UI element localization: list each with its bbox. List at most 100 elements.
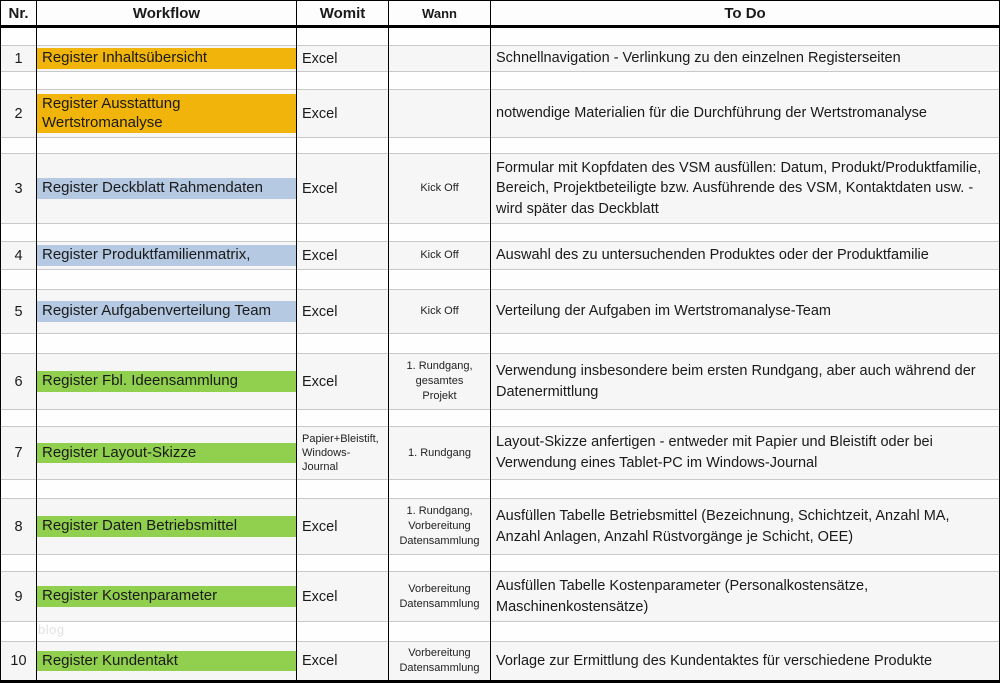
header-wann[interactable]: Wann [388,0,491,28]
spacer-cell [0,621,37,642]
spacer-cell [296,621,389,642]
workflow-highlight: Register Produktfamilienmatrix, [37,245,296,266]
cell-wann[interactable]: 1. Rundgang [388,426,491,480]
cell-womit[interactable]: Excel [296,498,389,555]
watermark: blog [38,622,65,637]
cell-nr[interactable]: 1 [0,45,37,72]
workflow-highlight: Register Inhaltsübersicht [37,48,296,69]
spacer-cell [0,409,37,427]
table-row: 4 Register Produktfamilienmatrix, Excel … [0,241,1000,270]
cell-workflow[interactable]: Register Kundentakt [36,641,297,682]
spacer-cell [296,223,389,242]
spacer-cell [388,223,491,242]
cell-todo[interactable]: Verteilung der Aufgaben im Wertstromanal… [490,289,1000,334]
spacer-cell [388,554,491,572]
cell-workflow[interactable]: Register Daten Betriebsmittel [36,498,297,555]
spacer-cell [36,554,297,572]
spacer-cell [0,26,37,46]
spacer-cell [296,479,389,499]
header-womit[interactable]: Womit [296,0,389,28]
cell-wann[interactable] [388,89,491,138]
spacer-cell [36,223,297,242]
spacer-row [0,621,1000,642]
spacer-cell [490,137,1000,154]
cell-nr[interactable]: 7 [0,426,37,480]
header-row: Nr. Workflow Womit Wann To Do [0,0,1000,28]
cell-wann[interactable]: Kick Off [388,241,491,270]
cell-wann[interactable]: Kick Off [388,153,491,224]
cell-workflow[interactable]: Register Ausstattung Wertstromanalyse [36,89,297,138]
cell-workflow[interactable]: Register Produktfamilienmatrix, [36,241,297,270]
cell-nr[interactable]: 3 [0,153,37,224]
cell-wann[interactable] [388,45,491,72]
workflow-highlight: Register Daten Betriebsmittel [37,516,296,537]
cell-womit[interactable]: Excel [296,353,389,410]
table-row: 10 Register Kundentakt Excel Vorbereitun… [0,641,1000,682]
cell-womit[interactable]: Papier+Bleistift, Windows-Journal [296,426,389,480]
cell-todo[interactable]: Layout-Skizze anfertigen - entweder mit … [490,426,1000,480]
cell-todo[interactable]: notwendige Materialien für die Durchführ… [490,89,1000,138]
cell-nr[interactable]: 10 [0,641,37,682]
cell-womit[interactable]: Excel [296,89,389,138]
cell-todo[interactable]: Auswahl des zu untersuchenden Produktes … [490,241,1000,270]
spacer-cell [490,409,1000,427]
cell-wann[interactable]: 1. Rundgang, Vorbereitung Datensammlung [388,498,491,555]
cell-todo[interactable]: Ausfüllen Tabelle Kostenparameter (Perso… [490,571,1000,622]
cell-nr[interactable]: 8 [0,498,37,555]
cell-workflow[interactable]: Register Deckblatt Rahmendaten [36,153,297,224]
cell-nr[interactable]: 4 [0,241,37,270]
cell-nr[interactable]: 2 [0,89,37,138]
cell-todo[interactable]: Formular mit Kopfdaten des VSM ausfüllen… [490,153,1000,224]
cell-workflow[interactable]: Register Inhaltsübersicht [36,45,297,72]
header-nr[interactable]: Nr. [0,0,37,28]
table-row: 5 Register Aufgabenverteilung Team Excel… [0,289,1000,334]
cell-womit[interactable]: Excel [296,153,389,224]
cell-todo[interactable]: Verwendung insbesondere beim ersten Rund… [490,353,1000,410]
header-todo[interactable]: To Do [490,0,1000,28]
cell-womit[interactable]: Excel [296,571,389,622]
table-row: 8 Register Daten Betriebsmittel Excel 1.… [0,498,1000,555]
cell-womit[interactable]: Excel [296,45,389,72]
cell-womit[interactable]: Excel [296,641,389,682]
table-row: 7 Register Layout-Skizze Papier+Bleistif… [0,426,1000,480]
cell-workflow[interactable]: Register Layout-Skizze [36,426,297,480]
table-row: 2 Register Ausstattung Wertstromanalyse … [0,89,1000,138]
cell-workflow[interactable]: Register Fbl. Ideensammlung [36,353,297,410]
cell-nr[interactable]: 9 [0,571,37,622]
spacer-cell [388,409,491,427]
cell-todo[interactable]: Schnellnavigation - Verlinkung zu den ei… [490,45,1000,72]
spacer-row [0,333,1000,354]
spacer-cell [0,269,37,290]
cell-todo[interactable]: Vorlage zur Ermittlung des Kundentaktes … [490,641,1000,682]
spacer-cell [36,26,297,46]
spacer-cell [490,621,1000,642]
cell-workflow[interactable]: Register Kostenparameter [36,571,297,622]
header-workflow[interactable]: Workflow [36,0,297,28]
cell-wann[interactable]: Vorbereitung Datensammlung [388,571,491,622]
spacer-cell [388,26,491,46]
spacer-cell [388,71,491,90]
spacer-cell [296,137,389,154]
cell-womit[interactable]: Excel [296,289,389,334]
cell-wann[interactable]: 1. Rundgang, gesamtes Projekt [388,353,491,410]
spacer-cell [388,137,491,154]
spacer-cell [490,479,1000,499]
workflow-highlight: Register Fbl. Ideensammlung [37,371,296,392]
spacer-row [0,26,1000,46]
cell-workflow[interactable]: Register Aufgabenverteilung Team [36,289,297,334]
table-row: 1 Register Inhaltsübersicht Excel Schnel… [0,45,1000,72]
cell-womit[interactable]: Excel [296,241,389,270]
spacer-row [0,269,1000,290]
spacer-cell [296,409,389,427]
cell-nr[interactable]: 5 [0,289,37,334]
spacer-cell [490,554,1000,572]
cell-wann[interactable]: Vorbereitung Datensammlung [388,641,491,682]
cell-todo[interactable]: Ausfüllen Tabelle Betriebsmittel (Bezeic… [490,498,1000,555]
spacer-cell [388,479,491,499]
cell-wann[interactable]: Kick Off [388,289,491,334]
cell-nr[interactable]: 6 [0,353,37,410]
spacer-cell [0,333,37,354]
spacer-cell [296,333,389,354]
